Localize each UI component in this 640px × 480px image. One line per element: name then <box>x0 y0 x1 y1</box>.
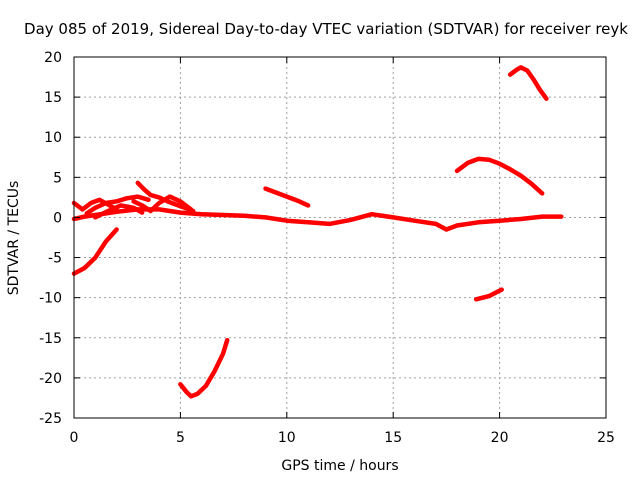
y-tick-label: 0 <box>53 210 62 226</box>
y-tick-label: -5 <box>48 251 62 267</box>
x-tick-label: 0 <box>70 430 79 446</box>
axis-ticks: 0 5 10 15 20 25 -25 -20 -15 -10 -5 0 5 10 15 20 <box>39 50 615 446</box>
y-tick-label: 5 <box>53 170 62 186</box>
y-tick-label: 15 <box>44 90 62 106</box>
satellite-track-e <box>131 194 194 214</box>
x-tick-label: 15 <box>384 430 402 446</box>
satellite-track-c <box>93 203 145 220</box>
satellite-track-i <box>454 156 545 196</box>
y-axis-label: SDTVAR / TECUs <box>6 181 22 296</box>
plot-frame <box>73 56 607 419</box>
satellite-track-a <box>71 197 119 212</box>
x-tick-label: 10 <box>278 430 296 446</box>
x-tick-label: 5 <box>176 430 185 446</box>
x-axis-label: GPS time / hours <box>281 458 398 474</box>
chart-title: Day 085 of 2019, Sidereal Day-to-day VTE… <box>24 20 628 38</box>
satellite-track-j <box>473 287 504 302</box>
y-tick-label: -15 <box>39 331 62 347</box>
data-series <box>71 65 564 399</box>
y-tick-label: -10 <box>39 291 62 307</box>
y-tick-label: 10 <box>44 130 62 146</box>
grid-lines <box>74 57 606 418</box>
satellite-track-f <box>71 227 119 276</box>
y-tick-label: -20 <box>39 371 62 387</box>
satellite-track-h <box>263 186 311 208</box>
x-tick-label: 25 <box>597 430 615 446</box>
satellite-track-main <box>71 207 564 232</box>
satellite-track-k <box>507 65 549 101</box>
x-tick-label: 20 <box>491 430 509 446</box>
satellite-track-g <box>178 337 230 399</box>
y-tick-label: 20 <box>44 50 62 66</box>
satellite-track-b <box>84 194 151 216</box>
y-tick-label: -25 <box>39 411 62 427</box>
